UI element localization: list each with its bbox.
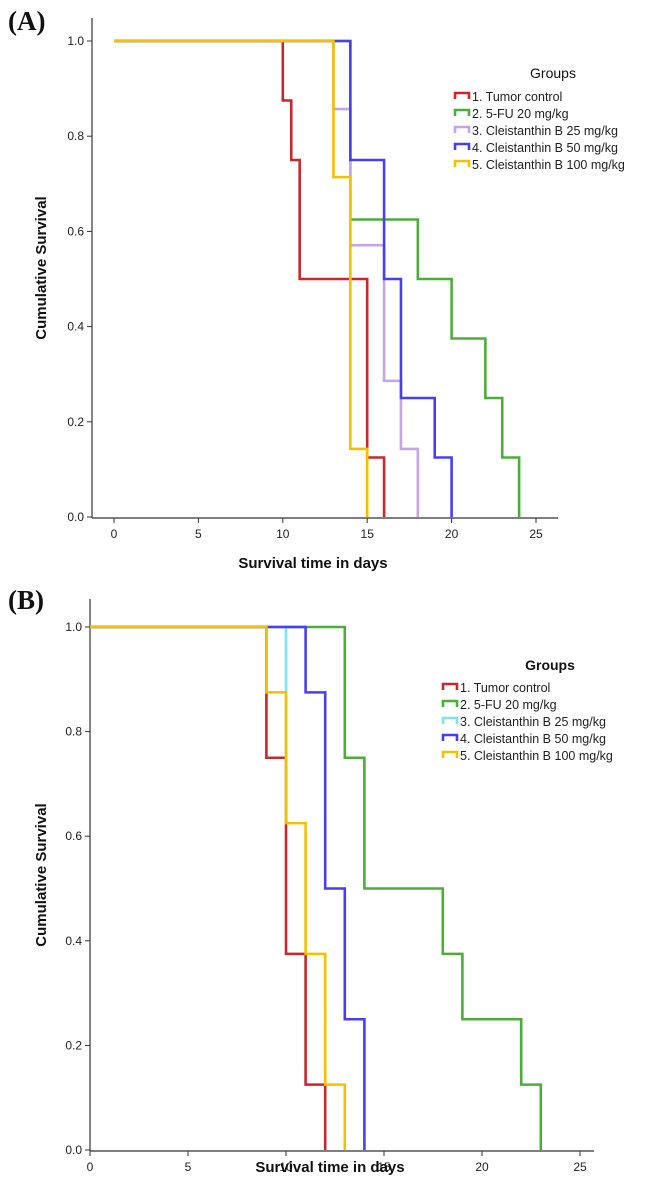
y-tick-label: 0.8 — [65, 725, 82, 739]
y-tick-label: 0.2 — [65, 1038, 82, 1052]
x-tick-label: 10 — [279, 1160, 293, 1174]
panel-label: (A) — [8, 6, 46, 36]
legend-swatch — [441, 699, 459, 707]
legend-label: 1. Tumor control — [460, 681, 550, 695]
x-tick-label: 20 — [445, 527, 459, 541]
x-tick-label: 25 — [573, 1160, 587, 1174]
y-tick-label: 0.2 — [67, 415, 84, 429]
legend-swatch — [441, 682, 459, 690]
series-line-3 — [114, 39, 420, 517]
legend-swatch — [453, 159, 471, 167]
y-axis-label: Cumulative Survival — [33, 196, 50, 339]
y-tick-label: 0.8 — [67, 129, 84, 143]
legend-label: 2. 5-FU 20 mg/kg — [460, 698, 557, 712]
y-tick-label: 0.4 — [67, 320, 84, 334]
y-axis-label: Cumulative Survival — [33, 803, 50, 946]
series-line-1 — [114, 39, 386, 517]
y-tick-label: 1.0 — [65, 620, 82, 634]
panel-b: (B) 0.0 0.2 0.4 0.6 0.8 1.0 0 5 10 15 20 25 Survival… — [0, 585, 656, 1183]
y-tick-label: 0.6 — [67, 224, 84, 238]
series-line-4 — [114, 39, 453, 517]
legend-title: Groups — [525, 657, 575, 673]
legend-label: 5. Cleistanthin B 100 mg/kg — [460, 749, 613, 763]
legend-label: 1. Tumor control — [472, 90, 562, 104]
legend-label: 3. Cleistanthin B 25 mg/kg — [460, 715, 606, 729]
x-tick-label: 5 — [185, 1160, 192, 1174]
x-axis-label: Survival time in days — [238, 555, 387, 572]
series-line-5 — [90, 625, 347, 1150]
panel-label: (B) — [8, 585, 44, 615]
x-tick-label: 15 — [377, 1160, 391, 1174]
legend-swatch — [441, 750, 459, 758]
legend-label: 2. 5-FU 20 mg/kg — [472, 107, 569, 121]
legend-label: 3. Cleistanthin B 25 mg/kg — [472, 124, 618, 138]
legend-label: 5. Cleistanthin B 100 mg/kg — [472, 158, 625, 172]
legend-swatch — [453, 91, 471, 99]
legend-swatch — [453, 142, 471, 150]
survival-chart-a: 0.0 0.2 0.4 0.6 0.8 1.0 0 5 10 15 20 25 Survival tim… — [33, 18, 625, 572]
x-tick-label: 15 — [361, 527, 375, 541]
series-line-1 — [90, 625, 327, 1150]
legend-label: 4. Cleistanthin B 50 mg/kg — [472, 141, 618, 155]
legend-swatch — [441, 733, 459, 741]
legend-label: 4. Cleistanthin B 50 mg/kg — [460, 732, 606, 746]
legend-swatch — [441, 716, 459, 724]
y-tick-label: 0.0 — [67, 510, 84, 524]
panel-a: (A) 0.0 0.2 0.4 0.6 0.8 1.0 0 5 10 15 20 25 Survival… — [0, 0, 656, 585]
x-tick-label: 20 — [475, 1160, 489, 1174]
survival-chart-b: 0.0 0.2 0.4 0.6 0.8 1.0 0 5 10 15 20 25 Survival tim… — [33, 599, 613, 1176]
legend-swatch — [453, 125, 471, 133]
y-tick-label: 0.0 — [65, 1143, 82, 1157]
series-line-2 — [90, 625, 543, 1150]
x-axis-label: Survival time in days — [255, 1159, 404, 1176]
legend-title: Groups — [530, 65, 576, 81]
series-line-3 — [90, 625, 288, 824]
x-tick-label: 10 — [276, 527, 290, 541]
x-tick-label: 0 — [111, 527, 118, 541]
series-line-4 — [90, 625, 366, 1150]
series-line-5 — [114, 39, 369, 517]
legend-swatch — [453, 108, 471, 116]
x-tick-label: 25 — [529, 527, 543, 541]
x-tick-label: 5 — [195, 527, 202, 541]
x-tick-label: 0 — [87, 1160, 94, 1174]
y-tick-label: 1.0 — [67, 34, 84, 48]
y-tick-label: 0.6 — [65, 829, 82, 843]
y-tick-label: 0.4 — [65, 934, 82, 948]
